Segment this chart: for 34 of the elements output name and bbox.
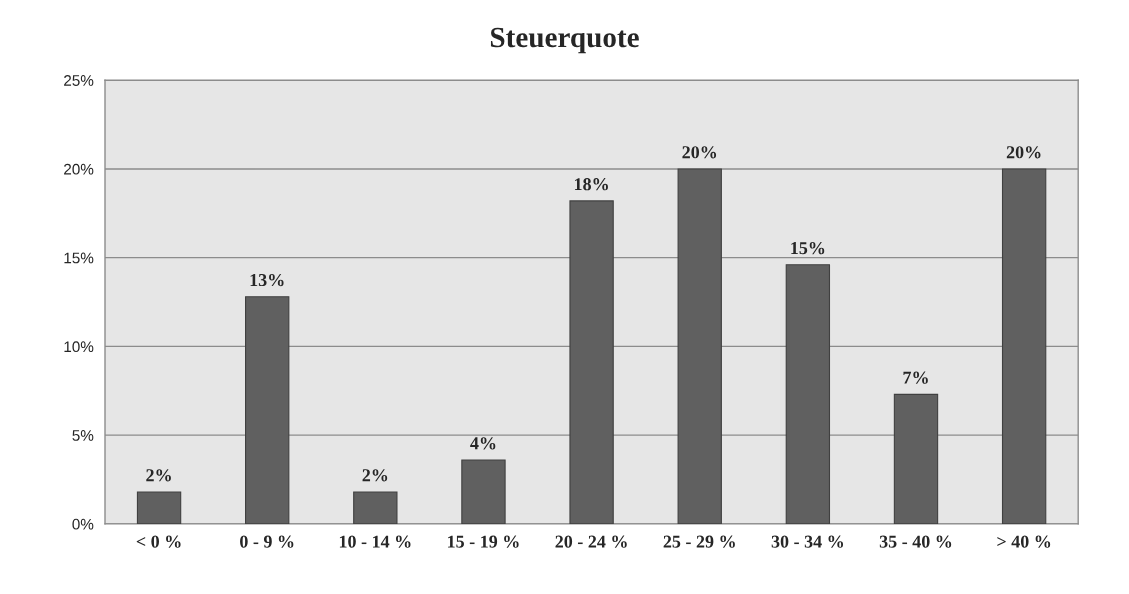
data-label: 20% [682,146,717,159]
bar [353,491,398,524]
bar [461,459,506,524]
bar [785,264,831,524]
bar [245,296,290,524]
x-tick-label: > 40 % [997,535,1051,548]
x-tick-label: 10 - 14 % [339,535,411,548]
data-label: 4% [470,437,496,450]
x-tick-label: 20 - 24 % [555,535,627,548]
data-label: 2% [146,469,171,482]
bar [569,200,614,524]
data-label: 18% [574,178,608,191]
x-tick-label: 0 - 9 % [240,535,294,548]
data-label: 20% [1006,146,1041,159]
data-label: 15% [791,241,825,255]
x-tick-label: 30 - 34 % [771,535,844,548]
chart-title: Steuerquote [490,27,639,54]
y-tick-label: 5% [72,430,94,441]
x-tick-label: < 0 % [136,535,181,548]
y-tick-label: 25% [64,75,94,86]
y-tick-label: 10% [64,341,94,353]
bar [1001,168,1047,524]
x-tick-label: 35 - 40 % [879,535,952,548]
y-tick-label: 15% [64,252,94,264]
x-tick-label: 25 - 29 % [663,535,735,548]
bar [893,393,939,524]
data-label: 7% [903,371,928,384]
bar [136,491,182,524]
x-tick-label: 15 - 19 % [448,535,519,548]
data-label: 13% [250,273,284,287]
y-tick-label: 20% [64,163,94,175]
y-tick-label: 0% [72,518,94,530]
bar [677,168,722,524]
data-label: 2% [362,469,388,482]
